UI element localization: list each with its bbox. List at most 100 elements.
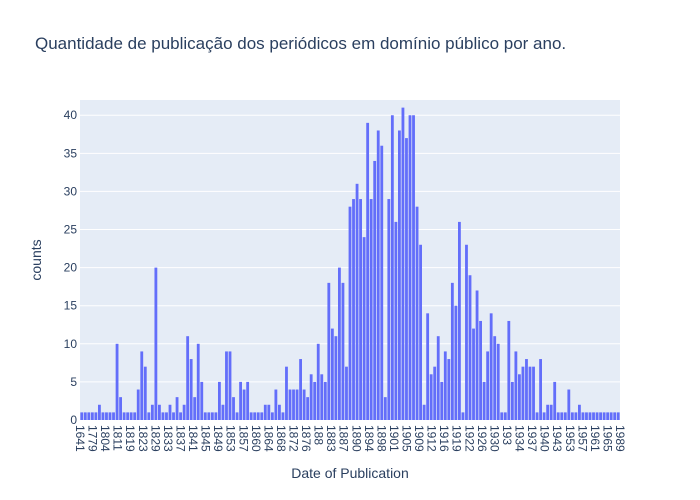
bar[interactable] (158, 404, 161, 420)
bar[interactable] (218, 381, 221, 420)
bar[interactable] (94, 412, 98, 420)
bar[interactable] (542, 412, 546, 420)
bar[interactable] (362, 237, 366, 420)
bar[interactable] (323, 381, 327, 420)
bar[interactable] (376, 130, 380, 421)
bar[interactable] (263, 404, 267, 420)
bar[interactable] (249, 412, 253, 420)
bar[interactable] (112, 412, 115, 420)
bar[interactable] (87, 412, 91, 420)
bar[interactable] (443, 351, 447, 420)
bar[interactable] (186, 336, 190, 420)
bar[interactable] (136, 389, 140, 420)
bar[interactable] (429, 374, 433, 420)
bar[interactable] (330, 328, 334, 420)
bar[interactable] (90, 412, 94, 420)
bar[interactable] (507, 320, 511, 420)
bar[interactable] (383, 397, 387, 420)
bar[interactable] (405, 138, 408, 420)
bar[interactable] (154, 267, 158, 420)
bar[interactable] (292, 389, 295, 420)
bar[interactable] (468, 275, 472, 420)
bar[interactable] (348, 206, 352, 420)
bar[interactable] (514, 351, 518, 420)
bar[interactable] (309, 374, 313, 420)
bar[interactable] (447, 359, 451, 420)
bar[interactable] (599, 412, 602, 420)
bar[interactable] (570, 412, 574, 420)
bar[interactable] (175, 397, 179, 420)
bar[interactable] (592, 412, 595, 420)
bar[interactable] (267, 404, 271, 420)
bar[interactable] (355, 183, 359, 420)
bar[interactable] (588, 412, 592, 420)
bar[interactable] (172, 412, 175, 420)
bar[interactable] (168, 404, 172, 420)
bar[interactable] (320, 374, 324, 420)
bar[interactable] (203, 412, 207, 420)
bar[interactable] (578, 404, 581, 420)
bar[interactable] (535, 412, 539, 420)
bar[interactable] (606, 412, 610, 420)
bar[interactable] (366, 122, 370, 421)
bar[interactable] (567, 389, 571, 420)
bar[interactable] (225, 351, 228, 420)
bar[interactable] (235, 412, 239, 420)
bar[interactable] (101, 412, 105, 420)
bar[interactable] (380, 145, 384, 420)
bar[interactable] (200, 381, 204, 420)
bar[interactable] (549, 404, 553, 420)
bar[interactable] (295, 389, 299, 420)
bar[interactable] (398, 130, 401, 421)
bar[interactable] (80, 412, 84, 420)
bar[interactable] (458, 221, 461, 420)
bar[interactable] (105, 412, 108, 420)
bar[interactable] (165, 412, 168, 420)
bar[interactable] (479, 320, 482, 420)
bar[interactable] (239, 381, 242, 420)
bar[interactable] (281, 412, 285, 420)
bar[interactable] (401, 107, 405, 421)
bar[interactable] (602, 412, 606, 420)
bar[interactable] (415, 206, 419, 420)
bar[interactable] (189, 359, 193, 420)
bar[interactable] (122, 412, 126, 420)
bar[interactable] (327, 282, 331, 420)
bar[interactable] (369, 199, 373, 420)
bar[interactable] (359, 199, 362, 420)
bar[interactable] (394, 221, 398, 420)
bar[interactable] (450, 282, 454, 420)
bar[interactable] (461, 412, 465, 420)
bar[interactable] (422, 404, 426, 420)
bar[interactable] (207, 412, 211, 420)
bar[interactable] (440, 381, 444, 420)
bar[interactable] (119, 397, 122, 420)
bar[interactable] (373, 160, 377, 420)
bar[interactable] (496, 343, 500, 420)
bar[interactable] (532, 366, 535, 420)
bar[interactable] (539, 359, 542, 420)
bar[interactable] (115, 343, 119, 420)
bar[interactable] (140, 351, 144, 420)
bar[interactable] (489, 313, 493, 420)
bar[interactable] (210, 412, 214, 420)
bar[interactable] (482, 381, 486, 420)
bar[interactable] (302, 389, 306, 420)
bar[interactable] (518, 374, 521, 420)
bar[interactable] (232, 397, 235, 420)
bar[interactable] (147, 412, 151, 420)
bar[interactable] (126, 412, 130, 420)
bar[interactable] (433, 366, 437, 420)
bar[interactable] (510, 381, 514, 420)
bar[interactable] (475, 290, 479, 420)
bar[interactable] (288, 389, 292, 420)
bar[interactable] (352, 199, 355, 420)
bar[interactable] (560, 412, 564, 420)
bar[interactable] (345, 366, 348, 420)
bar[interactable] (83, 412, 87, 420)
bar[interactable] (260, 412, 264, 420)
bar[interactable] (313, 381, 317, 420)
bar[interactable] (553, 381, 557, 420)
bar[interactable] (143, 366, 147, 420)
bar[interactable] (390, 115, 394, 421)
